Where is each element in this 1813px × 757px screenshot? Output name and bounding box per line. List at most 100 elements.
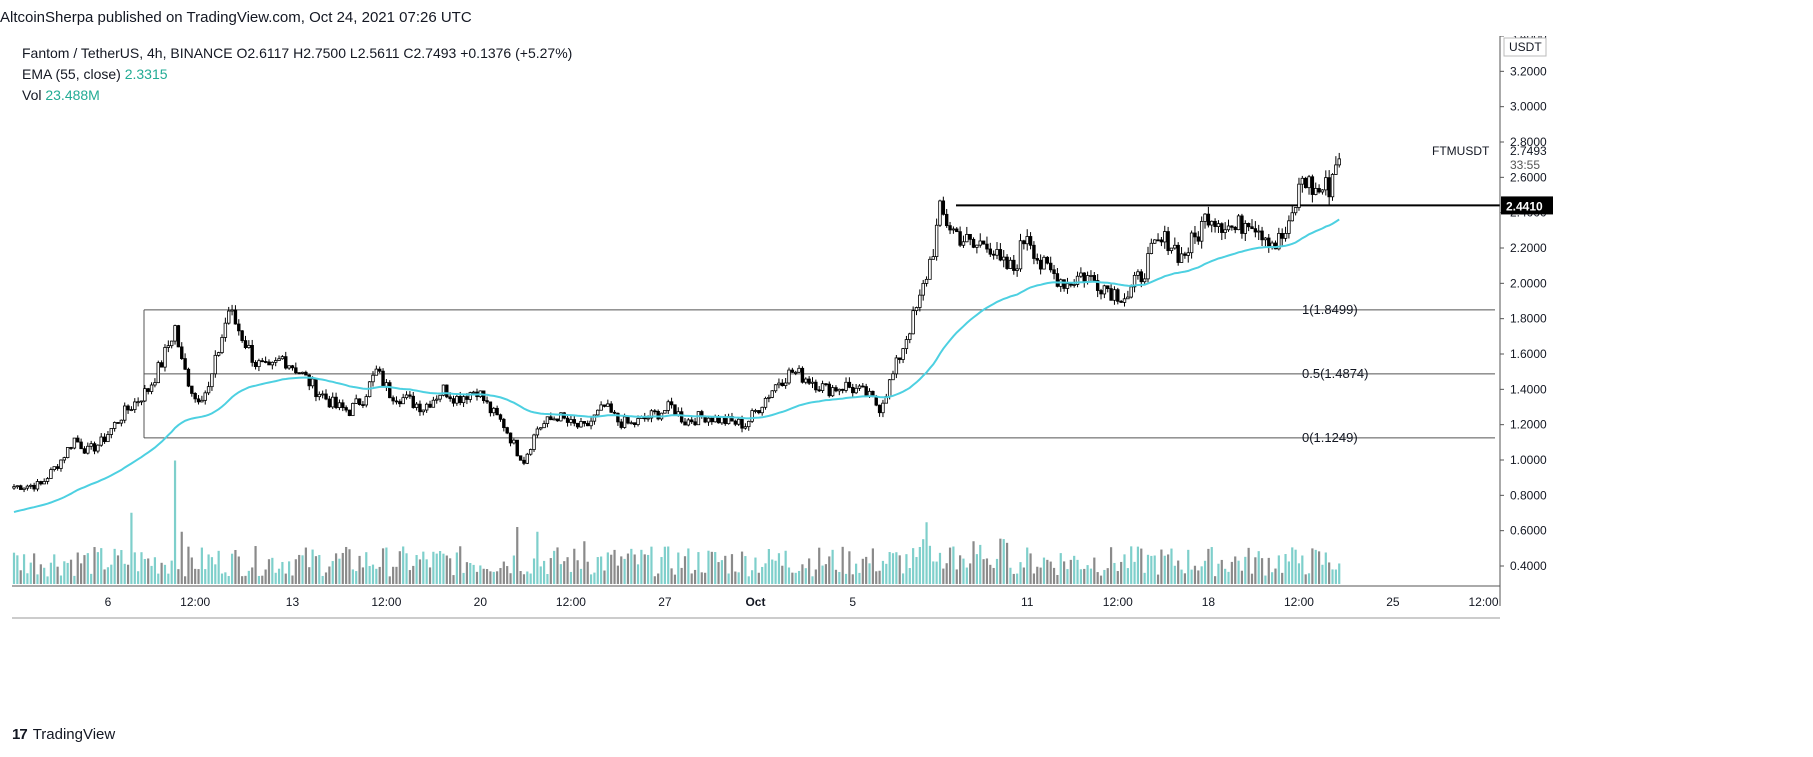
candle-body (934, 224, 939, 257)
candle-body (904, 339, 909, 350)
candle-body (810, 381, 815, 384)
volume-bar (106, 567, 110, 584)
candle-body (1095, 280, 1100, 291)
candle-body (59, 459, 63, 469)
volume-bar (787, 567, 791, 584)
candle-body (686, 419, 691, 426)
volume-bar (1210, 547, 1213, 584)
time-axis-label: 5 (849, 595, 856, 609)
candle-body (29, 484, 33, 487)
candle-body (1109, 288, 1113, 301)
candle-body (273, 360, 278, 363)
fib-level-label: 0(1.1249) (1302, 430, 1358, 445)
candle-body (233, 309, 238, 325)
candle-body (1290, 212, 1294, 222)
price-tick-label: 3.0000 (1510, 100, 1547, 114)
price-chart[interactable]: 1(1.8499)0.5(1.4874)0(1.1249)3.40003.200… (12, 36, 1813, 716)
volume-bar (972, 541, 975, 584)
candle-body (928, 258, 932, 280)
volume-bar (660, 557, 663, 584)
volume-bar (378, 566, 381, 584)
volume-bar (1029, 553, 1032, 584)
candle-body (250, 344, 254, 363)
volume-bar (1317, 551, 1321, 584)
candle-body (881, 402, 885, 414)
volume-bar (247, 570, 250, 584)
candle-body (153, 382, 157, 386)
time-axis-label: 12:00 (1468, 595, 1498, 609)
legend-ema-label[interactable]: EMA (55, close) (22, 66, 121, 82)
volume-bar (653, 576, 656, 584)
candle-body (1300, 177, 1305, 185)
volume-bar (207, 554, 210, 584)
legend-vol-label[interactable]: Vol (22, 87, 42, 103)
candle-body (1092, 275, 1097, 281)
volume-bar (891, 553, 895, 584)
candle-body (1025, 236, 1029, 245)
candle-body (1257, 230, 1261, 233)
volume-bar (912, 548, 915, 584)
volume-bar (935, 561, 938, 584)
candle-body (1246, 223, 1251, 228)
volume-bar (1099, 575, 1103, 584)
symbol-name[interactable]: Fantom / TetherUS, 4h, BINANCE (22, 45, 233, 61)
candle-body (495, 407, 499, 416)
candle-body (1324, 177, 1328, 191)
footer-brand[interactable]: 17 TradingView (12, 726, 115, 743)
volume-bar (938, 552, 942, 584)
volume-bar (402, 546, 405, 584)
volume-bar (100, 548, 103, 584)
volume-bar (348, 549, 351, 584)
volume-bar (1056, 574, 1059, 584)
volume-bar (1277, 555, 1280, 584)
volume-bar (727, 573, 730, 584)
candle-body (1055, 273, 1060, 287)
candle-body (532, 434, 536, 450)
currency-badge[interactable] (1503, 37, 1547, 57)
volume-bar (804, 568, 807, 584)
candle-body (807, 378, 811, 384)
volume-bar (757, 572, 760, 584)
volume-bar (254, 546, 257, 584)
volume-bar (1113, 562, 1116, 584)
candle-body (1240, 215, 1244, 234)
candle-body (1022, 240, 1026, 245)
candle-body (297, 372, 301, 375)
candle-body (622, 416, 627, 428)
volume-bar (291, 575, 294, 584)
volume-bar (747, 576, 750, 584)
candle-body (522, 459, 526, 464)
volume-bar (603, 570, 606, 584)
price-tick-label: 2.2000 (1510, 241, 1547, 255)
candle-body (1176, 244, 1180, 263)
volume-bar (1009, 567, 1012, 584)
candle-body (599, 404, 603, 411)
legend-h-label: H (293, 45, 304, 61)
candle-body (354, 398, 358, 404)
candle-body (1307, 176, 1311, 189)
candle-body (92, 443, 97, 452)
hline-price-badge[interactable] (1501, 196, 1553, 215)
volume-bar (415, 555, 418, 584)
volume-bar (704, 572, 707, 584)
candle-body (398, 401, 402, 405)
volume-bar (781, 565, 784, 584)
chart-frame[interactable]: 1(1.8499)0.5(1.4874)0(1.1249)3.40003.200… (12, 36, 1813, 716)
volume-bar (948, 547, 952, 584)
volume-bar (200, 547, 203, 584)
volume-bar (123, 563, 126, 584)
candle-body (260, 360, 264, 363)
candle-body (508, 432, 513, 444)
candle-body (609, 403, 613, 413)
volume-bar (895, 552, 898, 584)
candle-body (693, 421, 697, 426)
candle-body (156, 362, 160, 384)
volume-bar (1230, 561, 1233, 584)
volume-bar (214, 564, 217, 584)
candle-body (310, 378, 315, 387)
volume-bar (496, 571, 499, 584)
volume-bar (133, 552, 136, 584)
candle-body (401, 397, 405, 405)
volume-bar (251, 567, 254, 584)
volume-bar (979, 544, 982, 584)
